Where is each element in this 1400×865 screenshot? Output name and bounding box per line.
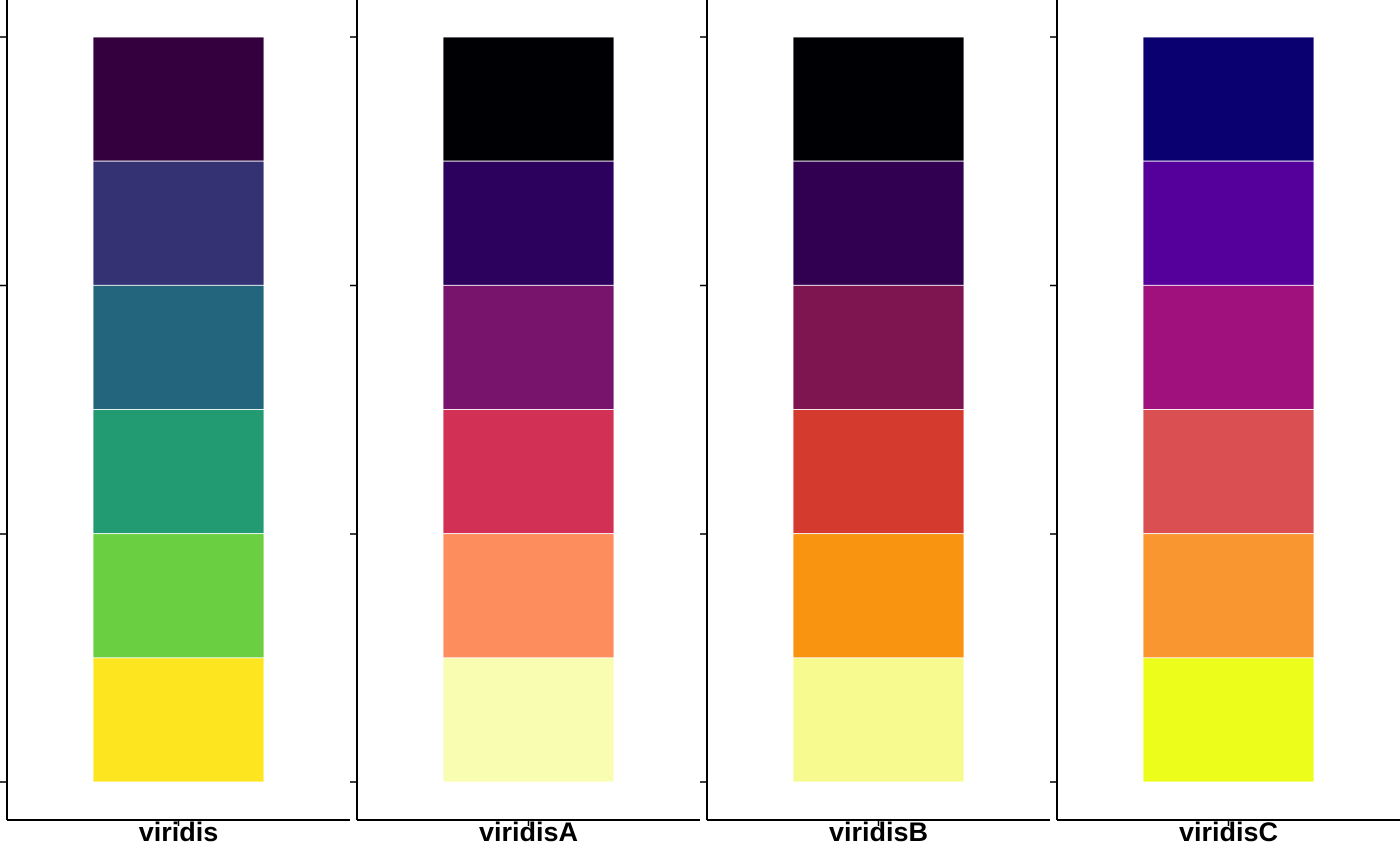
bar-segment-viridisB-5: [792, 533, 965, 659]
bar-segment-viridis-3: [92, 284, 265, 410]
bar-segment-viridisC-2: [1142, 160, 1315, 286]
facet-label: viridisC: [1179, 817, 1278, 847]
facet-label: viridis: [139, 817, 219, 847]
bar-segment-viridisC-6: [1142, 657, 1315, 783]
bar-segment-viridisB-3: [792, 284, 965, 410]
panel-viridisB: viridisB: [700, 0, 1050, 847]
bar-segment-viridisC-1: [1142, 36, 1315, 162]
panel-viridisA: viridisA: [350, 0, 700, 847]
bar-segment-viridisB-4: [792, 409, 965, 535]
panel-viridis: viridis: [0, 0, 350, 847]
bar-segment-viridisA-5: [442, 533, 615, 659]
facet-label: viridisB: [829, 817, 928, 847]
panel-viridisC: viridisC: [1050, 0, 1400, 847]
facet-label: viridisA: [479, 817, 578, 847]
bar-segment-viridis-6: [92, 657, 265, 783]
bar-segment-viridis-1: [92, 36, 265, 162]
bar-segment-viridisB-2: [792, 160, 965, 286]
bar-segment-viridisA-4: [442, 409, 615, 535]
bar-segment-viridisC-4: [1142, 409, 1315, 535]
bar-segment-viridisC-5: [1142, 533, 1315, 659]
bar-segment-viridisB-6: [792, 657, 965, 783]
bar-segment-viridisB-1: [792, 36, 965, 162]
bar-segment-viridisA-1: [442, 36, 615, 162]
bar-segment-viridis-5: [92, 533, 265, 659]
bar-segment-viridisA-3: [442, 284, 615, 410]
bar-segment-viridisA-6: [442, 657, 615, 783]
bar-segment-viridis-2: [92, 160, 265, 286]
bar-segment-viridis-4: [92, 409, 265, 535]
bar-segment-viridisA-2: [442, 160, 615, 286]
bar-segment-viridisC-3: [1142, 284, 1315, 410]
